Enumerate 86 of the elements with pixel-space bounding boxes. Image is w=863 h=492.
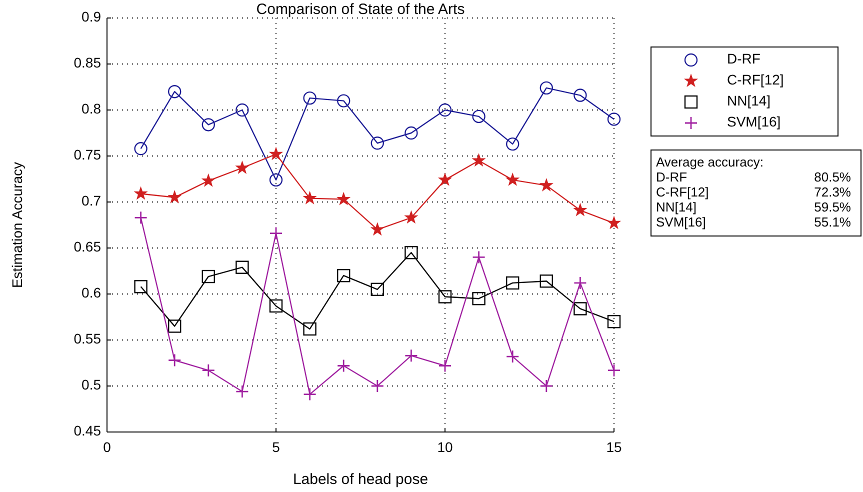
point [168,354,182,367]
point [303,192,316,204]
point [270,147,282,160]
text: NN[14] 59.5% [656,199,851,214]
point [202,118,215,132]
point [540,178,553,191]
point [236,103,249,117]
point [404,246,418,260]
y-tick-label: 0.7 [82,192,102,209]
point [168,320,182,333]
text: C-RF[12] 72.3% [656,184,851,200]
point [540,81,553,95]
point [506,137,520,151]
y-tick-label: 0.6 [82,284,102,301]
point [472,110,486,124]
point [303,322,316,336]
point [404,126,418,140]
x-tick-label: 15 [606,439,622,455]
point [202,270,215,284]
y-tick-label: 0.9 [82,8,102,25]
y-axis-title: Estimation Accuracy [9,162,25,288]
legend-label: D-RF [727,50,760,67]
point [607,315,621,328]
point [337,94,350,108]
legend-label: C-RF[12] [727,72,784,88]
point [472,250,486,264]
point [134,142,148,156]
point [404,210,418,224]
y-tick-label: 0.55 [74,330,102,347]
point [438,173,452,186]
point [506,350,520,364]
y-tick-label: 0.75 [74,146,102,163]
legend-label: NN[14] [727,92,771,109]
point [202,364,216,378]
point [438,103,452,117]
point [303,388,316,401]
point [269,173,283,187]
point [574,302,587,316]
point [236,384,249,398]
point [608,216,620,229]
point [540,274,553,288]
text: Average accuracy: [656,154,764,170]
point [134,210,148,224]
y-tick-label: 0.85 [74,54,102,71]
point [370,136,384,150]
y-tick-label: 0.8 [82,100,102,117]
point [404,348,418,362]
point [134,280,148,294]
point [472,154,486,166]
point [438,359,452,372]
legend-label: SVM[16] [727,114,781,130]
point [472,292,486,306]
point [134,186,148,200]
point [337,269,350,282]
point [336,359,350,372]
point [506,276,520,290]
point [438,290,452,304]
point [269,226,283,240]
chart-title: Comparison of State of the Arts [256,1,465,18]
point [236,260,249,274]
x-axis-title: Labels of head pose [292,471,428,488]
point [370,379,384,393]
point [370,282,384,296]
point [168,190,182,203]
point [370,222,384,236]
point [506,173,520,186]
point [607,364,621,378]
point [574,203,587,216]
text: SVM[16] 55.1% [656,214,851,230]
point [540,379,554,393]
y-tick-label: 0.45 [74,422,102,439]
y-tick-label: 0.65 [74,238,102,255]
y-tick-label: 0.5 [82,376,102,393]
point [303,91,316,105]
x-tick-label: 0 [103,439,112,455]
point [236,161,249,174]
point [168,85,182,98]
point [202,174,215,186]
x-tick-label: 10 [437,439,453,455]
x-tick-label: 5 [272,439,280,455]
point [607,112,621,126]
point [269,299,283,313]
point [574,276,587,290]
point [574,88,587,102]
text: D-RF 80.5% [656,169,851,184]
point [337,192,350,205]
